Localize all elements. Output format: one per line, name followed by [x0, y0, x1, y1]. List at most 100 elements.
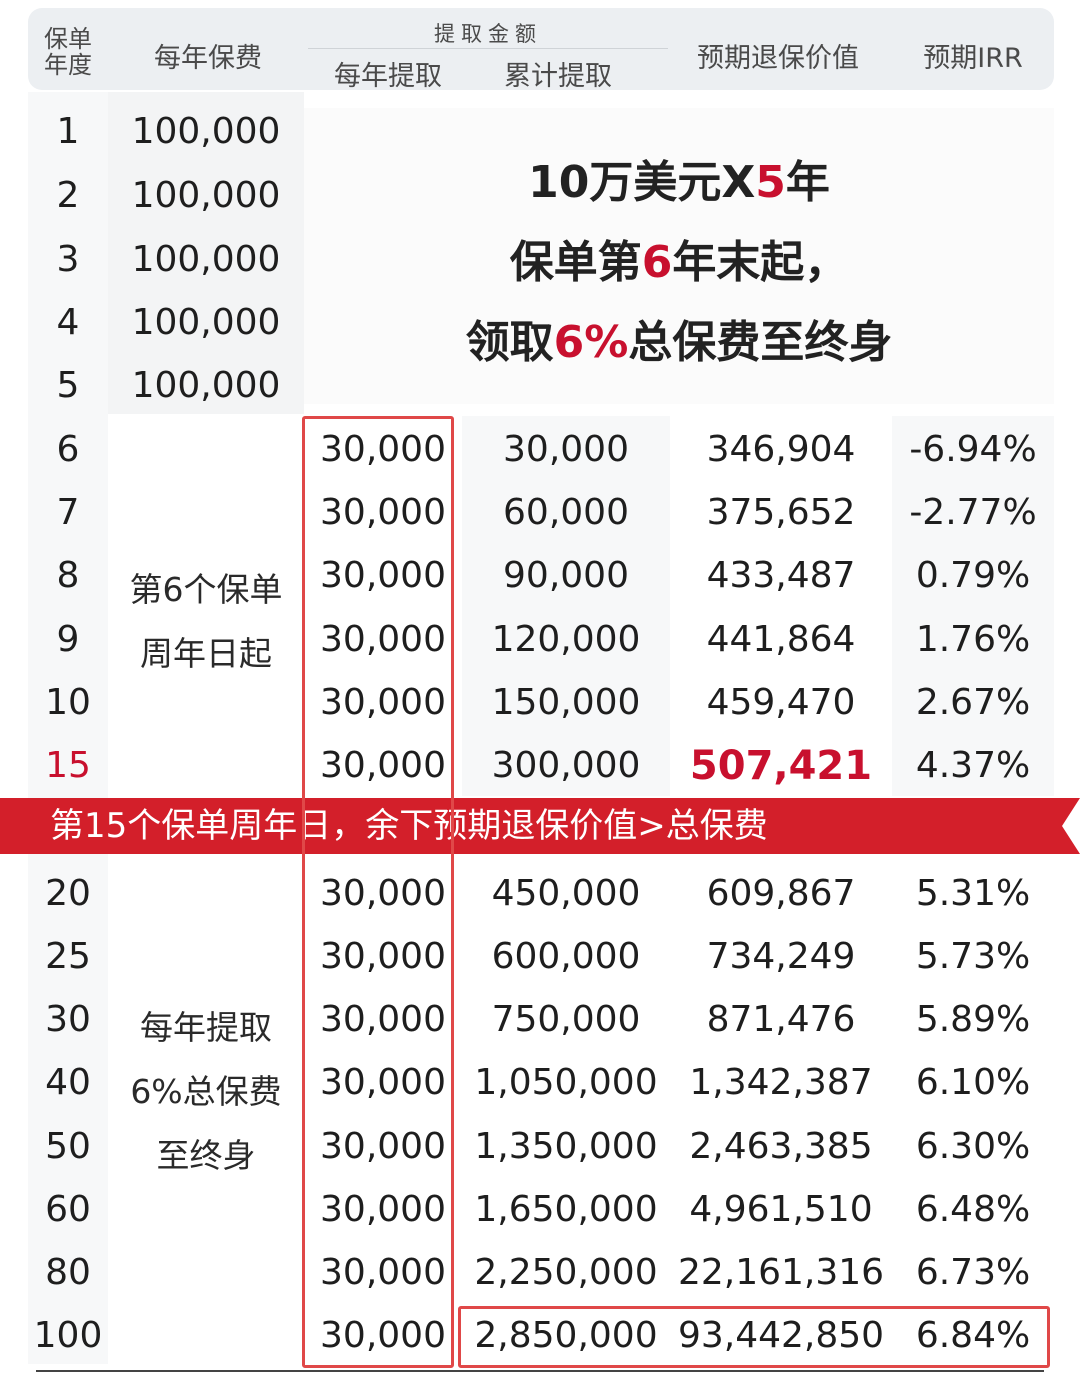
irr-value: 6.73%	[915, 1252, 1031, 1293]
table-row: 40 30,000 1,050,000 1,342,387 6.10%	[0, 1051, 1080, 1115]
irr-value: 2.67%	[915, 682, 1031, 723]
annual-withdrawal: 30,000	[320, 682, 446, 723]
irr-value: -2.77%	[909, 492, 1037, 533]
surrender-value: 346,904	[706, 429, 856, 470]
table-row: 4 100,000	[0, 291, 1080, 355]
cumulative-withdrawal: 1,650,000	[474, 1189, 658, 1230]
table-row: 9 30,000 120,000 441,864 1.76%	[0, 608, 1080, 672]
cumulative-withdrawal: 600,000	[491, 936, 641, 977]
policy-year: 2	[56, 175, 80, 216]
policy-year: 25	[45, 936, 91, 977]
cumulative-withdrawal: 750,000	[491, 999, 641, 1040]
merged-label-line: 第6个保单	[129, 570, 283, 609]
table-row: 30 30,000 750,000 871,476 5.89%	[0, 988, 1080, 1052]
year-column-bg	[28, 92, 108, 1364]
merged-label-line: 每年提取	[140, 1008, 272, 1047]
cumulative-withdrawal: 300,000	[491, 745, 641, 786]
cumulative-withdrawal: 2,850,000	[474, 1315, 658, 1356]
annual-withdrawal: 30,000	[320, 1315, 446, 1356]
annual-withdrawal: 30,000	[320, 1126, 446, 1167]
irr-value: 6.84%	[915, 1315, 1031, 1356]
table-row: 100 30,000 2,850,000 93,442,850 6.84%	[0, 1304, 1080, 1368]
banner-text: 第15个保单周年日，余下预期退保价值>总保费	[50, 806, 768, 846]
irr-value: 4.37%	[915, 745, 1031, 786]
irr-column-bg	[892, 416, 1054, 796]
surrender-value: 4,961,510	[689, 1189, 873, 1230]
header-irr: 预期IRR	[923, 43, 1023, 74]
table-row: 2 100,000	[0, 164, 1080, 228]
promo-block: 10万美元X5年 保单第6年末起， 领取6%总保费至终身	[304, 108, 1054, 404]
final-row-highlight-box	[458, 1306, 1050, 1368]
merged-label-start: 第6个保单 周年日起	[108, 558, 304, 686]
annual-withdrawal-highlight-box	[302, 416, 454, 1368]
table-row: 15 30,000 300,000 507,421 4.37%	[0, 734, 1080, 798]
policy-year: 30	[45, 999, 91, 1040]
irr-value: -6.94%	[909, 429, 1037, 470]
annual-withdrawal: 30,000	[320, 999, 446, 1040]
premium-value: 100,000	[131, 111, 281, 152]
header-withdrawal-group: 提取金额	[434, 22, 542, 46]
policy-year: 10	[45, 682, 91, 723]
surrender-value: 734,249	[706, 936, 856, 977]
header-policy-year-line2: 年度	[44, 51, 92, 79]
table-row: 80 30,000 2,250,000 22,161,316 6.73%	[0, 1241, 1080, 1305]
policy-year: 20	[45, 873, 91, 914]
surrender-value-highlight: 507,421	[689, 743, 873, 789]
cumulative-withdrawal: 30,000	[503, 429, 629, 470]
table-row: 25 30,000 600,000 734,249 5.73%	[0, 925, 1080, 989]
table-row: 5 100,000	[0, 354, 1080, 418]
policy-year: 60	[45, 1189, 91, 1230]
surrender-value: 433,487	[706, 555, 856, 596]
policy-year: 3	[56, 239, 80, 280]
merged-label-line: 至终身	[156, 1136, 256, 1175]
cumulative-withdrawal: 60,000	[503, 492, 629, 533]
table-row: 8 30,000 90,000 433,487 0.79%	[0, 544, 1080, 608]
header-policy-year-line1: 保单	[44, 25, 92, 53]
annual-withdrawal: 30,000	[320, 492, 446, 533]
cumulative-withdrawal: 120,000	[491, 619, 641, 660]
table-bottom-rule	[36, 1370, 1044, 1372]
table-row: 6 30,000 30,000 346,904 -6.94%	[0, 418, 1080, 482]
annual-withdrawal: 30,000	[320, 1189, 446, 1230]
promo-highlight: 6%	[553, 317, 629, 368]
promo-line-2: 保单第6年末起，	[304, 226, 1054, 290]
irr-value: 5.89%	[915, 999, 1031, 1040]
cumulative-withdrawal: 1,350,000	[474, 1126, 658, 1167]
promo-highlight: 6	[641, 237, 673, 288]
annual-withdrawal: 30,000	[320, 555, 446, 596]
table-row: 50 30,000 1,350,000 2,463,385 6.30%	[0, 1115, 1080, 1179]
cumulative-withdrawal: 1,050,000	[474, 1062, 658, 1103]
header-surrender-value: 预期退保价值	[697, 43, 859, 74]
header-divider	[308, 48, 668, 49]
policy-year-highlight: 15	[45, 745, 91, 786]
premium-value: 100,000	[131, 302, 281, 343]
cumulative-withdrawal: 2,250,000	[474, 1252, 658, 1293]
irr-value: 5.73%	[915, 936, 1031, 977]
irr-value: 6.30%	[915, 1126, 1031, 1167]
irr-value: 6.48%	[915, 1189, 1031, 1230]
cumulative-withdrawal: 150,000	[491, 682, 641, 723]
table-row: 20 30,000 450,000 609,867 5.31%	[0, 862, 1080, 926]
annual-withdrawal: 30,000	[320, 1252, 446, 1293]
header-cumulative-withdrawal: 累计提取	[504, 61, 612, 92]
promo-line-3: 领取6%总保费至终身	[304, 306, 1054, 370]
annual-withdrawal: 30,000	[320, 873, 446, 914]
annual-withdrawal: 30,000	[320, 429, 446, 470]
premium-column-bg	[108, 92, 304, 414]
premium-value: 100,000	[131, 175, 281, 216]
table-row: 3 100,000	[0, 228, 1080, 292]
cumulative-column-bg	[462, 416, 670, 796]
surrender-value: 2,463,385	[689, 1126, 873, 1167]
table-header: 保单 年度 每年保费 提取金额 每年提取 累计提取 预期退保价值 预期IRR	[28, 8, 1054, 92]
table-row: 10 30,000 150,000 459,470 2.67%	[0, 671, 1080, 735]
surrender-value: 93,442,850	[677, 1315, 885, 1356]
promo-text: 领取	[465, 317, 554, 368]
policy-year: 9	[56, 619, 80, 660]
promo-text: 总保费至终身	[628, 317, 893, 368]
surrender-value: 441,864	[706, 619, 856, 660]
surrender-value: 375,652	[706, 492, 856, 533]
policy-year: 80	[45, 1252, 91, 1293]
table-row: 7 30,000 60,000 375,652 -2.77%	[0, 481, 1080, 545]
irr-value: 5.31%	[915, 873, 1031, 914]
